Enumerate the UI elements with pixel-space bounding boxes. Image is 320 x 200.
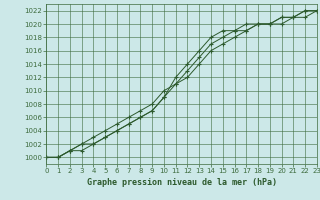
X-axis label: Graphe pression niveau de la mer (hPa): Graphe pression niveau de la mer (hPa)	[87, 178, 276, 187]
